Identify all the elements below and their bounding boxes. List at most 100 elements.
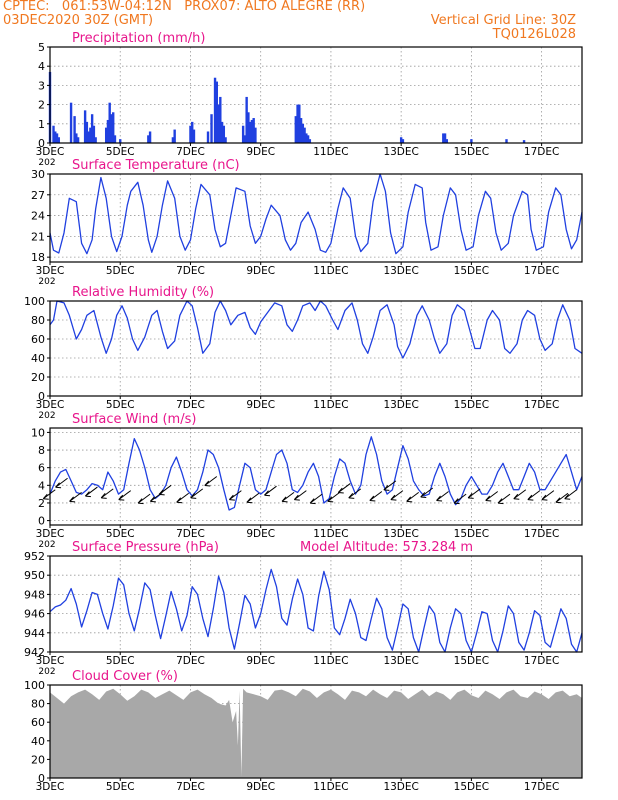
precip-bar (119, 139, 122, 143)
x-tick-label: 3DEC (36, 146, 65, 158)
x-tick-overflow-label: 202 (38, 540, 55, 550)
y-tick-label: 60 (31, 716, 45, 729)
precip-bar (94, 137, 97, 143)
precip-bar (148, 131, 152, 143)
x-tick-label: 9DEC (246, 146, 275, 158)
wind-arrow (229, 490, 242, 501)
wind-arrow (158, 484, 172, 496)
cloud-cover-area (50, 688, 582, 778)
y-tick-label: 27 (31, 189, 45, 202)
x-tick-label: 15DEC (454, 528, 489, 540)
wind-arrow-head (348, 493, 355, 499)
wind-arrow-head (309, 498, 316, 505)
wind-arrow (118, 490, 132, 501)
x-tick-label: 3DEC (36, 265, 65, 277)
precip-bar (245, 96, 248, 143)
x-tick-overflow-label: 202 (38, 277, 55, 287)
precip-bar (222, 125, 226, 143)
y-tick-label: 0 (38, 137, 45, 150)
wind-arrow (100, 488, 114, 499)
y-tick-label: 20 (31, 753, 45, 766)
y-tick-label: 8 (38, 444, 45, 457)
wind-arrow (541, 490, 555, 501)
wind-arrow (69, 491, 82, 503)
precip-bar (90, 114, 94, 143)
precip-bar (69, 102, 73, 143)
precip-bar (401, 139, 405, 143)
wind-arrow (204, 476, 218, 487)
precip-bar (85, 121, 89, 143)
x-tick-label: 9DEC (246, 655, 275, 667)
wind-arrow (513, 489, 527, 500)
precip-bar (210, 114, 213, 143)
precip-bar (224, 137, 227, 143)
pressure-title: Surface Pressure (hPa) (72, 540, 219, 555)
x-tick-label: 13DEC (383, 146, 418, 158)
x-tick-label: 15DEC (454, 781, 489, 793)
y-tick-label: 0 (38, 772, 45, 785)
wind-arrow-head (467, 493, 474, 499)
wind-arrow-head (485, 495, 492, 502)
x-tick-label: 5DEC (106, 781, 135, 793)
wind-arrow (246, 492, 260, 504)
precip-bar (442, 133, 445, 143)
wind-arrow-head (118, 494, 125, 501)
wind-arrow-head (137, 498, 144, 505)
wind-arrow-head (69, 496, 76, 503)
precip-bar (399, 137, 403, 143)
product-code: TQ0126L028 (492, 27, 576, 42)
wind-arrow-head (158, 489, 165, 496)
precip-bar (89, 127, 92, 143)
pressure-panel: 942 944 946 948 950 952 3DEC 5DEC 7DEC 9DEC 11DEC 1… (24, 540, 583, 677)
wind-arrow (176, 492, 190, 504)
wind-panel: 0 2 4 6 8 10 3DEC 5DEC 7DEC 9DEC 11DEC 13DEC 15DEC 17… (31, 412, 583, 550)
x-tick-label: 3DEC (36, 399, 65, 411)
wind-arrow-head (436, 495, 443, 502)
cloud-frame (49, 684, 583, 779)
x-tick-label: 7DEC (176, 655, 205, 667)
precip-bar (173, 129, 176, 143)
precip-bar (299, 118, 303, 143)
temp-series-line (49, 173, 583, 255)
cloud-panel: 0 20 40 60 80 100 3DEC 5DEC 7DEC 9DEC 11DEC 13DEC 15… (24, 669, 583, 793)
precip-bar (192, 129, 196, 143)
x-tick-label: 11DEC (313, 781, 348, 793)
x-tick-label: 5DEC (106, 265, 135, 277)
precip-bar (294, 116, 298, 143)
y-tick-label: 1 (38, 118, 45, 131)
chart-header: CPTEC: 061:53W-04:12N PROX07: ALTO ALEGR… (0, 0, 618, 45)
y-tick-label: 21 (31, 230, 45, 243)
y-tick-label: 5 (38, 41, 45, 54)
precip-bar (110, 114, 113, 143)
y-tick-label: 40 (31, 735, 45, 748)
x-tick-label: 17DEC (524, 399, 559, 411)
wind-arrow-head (513, 493, 520, 500)
x-tick-label: 17DEC (524, 146, 559, 158)
wind-arrow (337, 483, 351, 494)
wind-arrow (527, 490, 541, 501)
wind-arrow (383, 480, 397, 491)
precip-bar (92, 125, 96, 143)
wind-arrow-head (190, 493, 197, 499)
precip-bar (147, 135, 150, 143)
x-tick-label: 7DEC (176, 146, 205, 158)
precip-bar (306, 135, 310, 143)
precip-bar (83, 110, 87, 143)
precip-bar (217, 104, 220, 143)
wind-arrow-head (42, 493, 49, 500)
x-tick-label: 9DEC (246, 265, 275, 277)
y-tick-label: 2 (38, 497, 45, 510)
y-tick-label: 100 (24, 295, 45, 308)
wind-arrow-head (327, 496, 334, 503)
wind-arrow (390, 490, 404, 501)
wind-arrow (42, 489, 56, 500)
x-tick-label: 7DEC (176, 781, 205, 793)
y-tick-label: 6 (38, 462, 45, 475)
rh-frame (49, 300, 583, 397)
precip-bar (505, 139, 508, 143)
wind-arrow-head (55, 482, 62, 489)
y-tick-label: 948 (24, 588, 45, 601)
precip-bar (189, 125, 192, 143)
precip-bar (213, 77, 217, 143)
